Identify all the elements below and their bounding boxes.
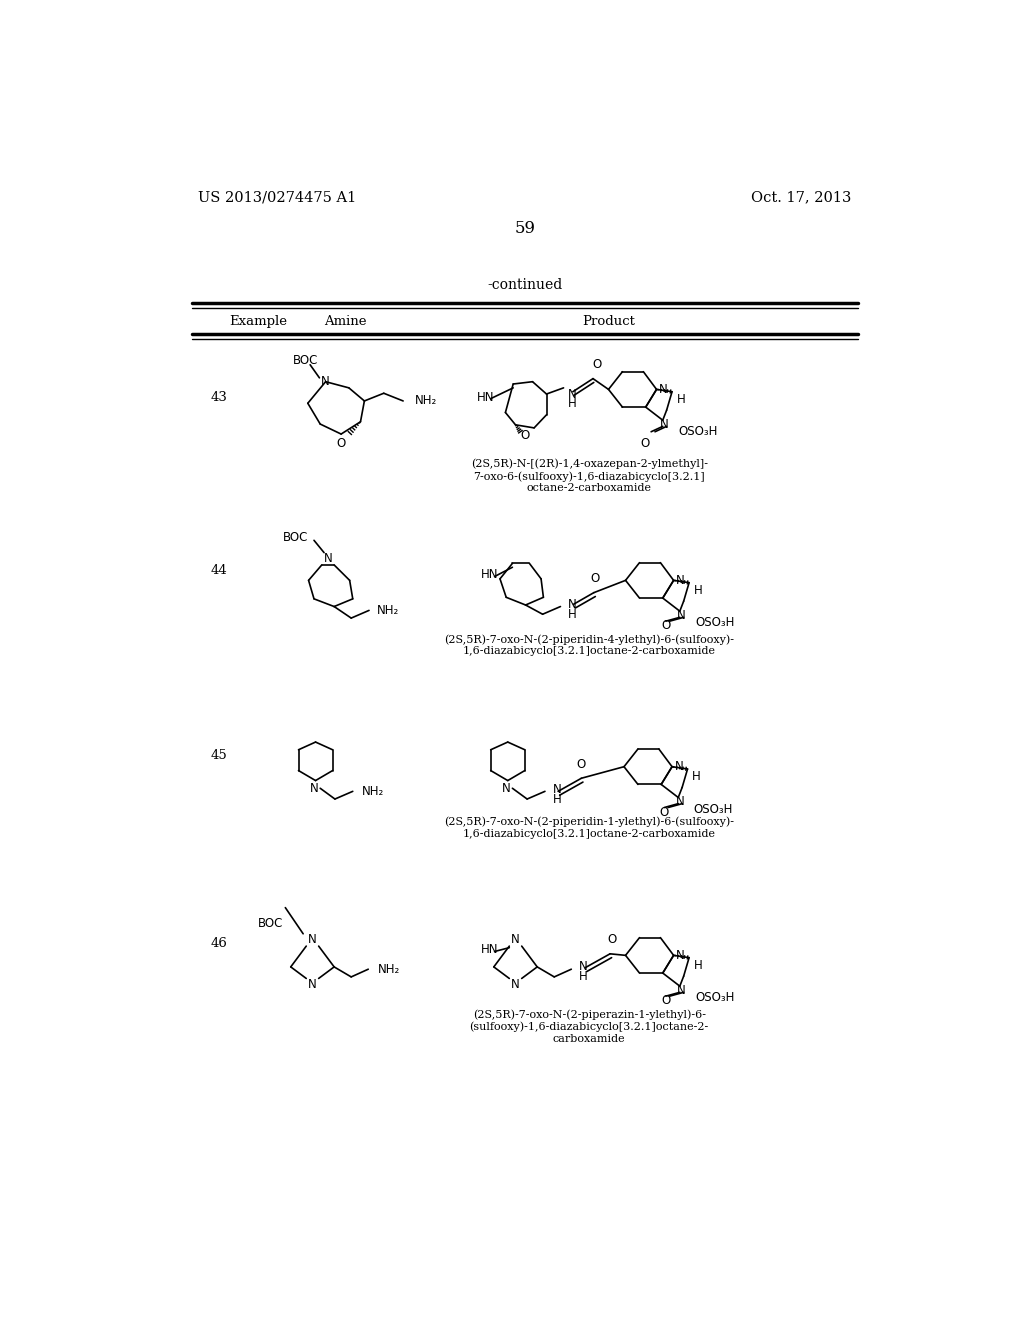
Text: H: H [567, 397, 577, 409]
Text: NH₂: NH₂ [415, 395, 437, 408]
Text: N: N [502, 781, 511, 795]
Text: N: N [675, 760, 683, 774]
Text: (2S,5R)-7-oxo-N-(2-piperidin-1-ylethyl)-6-(sulfooxy)-
1,6-diazabicyclo[3.2.1]oct: (2S,5R)-7-oxo-N-(2-piperidin-1-ylethyl)-… [444, 817, 734, 840]
Text: N: N [659, 417, 669, 430]
Text: N: N [677, 609, 686, 622]
Text: Example: Example [228, 315, 287, 329]
Text: N: N [308, 933, 316, 946]
Text: N: N [511, 933, 520, 946]
Text: BOC: BOC [284, 531, 308, 544]
Text: O: O [662, 994, 671, 1007]
Text: N: N [322, 375, 330, 388]
Text: 59: 59 [514, 220, 536, 238]
Text: NH₂: NH₂ [378, 962, 399, 975]
Text: H: H [693, 583, 702, 597]
Text: O: O [607, 933, 616, 946]
Text: H: H [692, 770, 701, 783]
Text: N: N [676, 574, 685, 587]
Text: NH₂: NH₂ [377, 603, 399, 616]
Text: N: N [567, 388, 577, 400]
Text: N: N [511, 978, 520, 991]
Text: NH₂: NH₂ [362, 785, 384, 797]
Text: H: H [553, 792, 561, 805]
Text: Amine: Amine [324, 315, 367, 329]
Text: H: H [568, 607, 577, 620]
Text: 43: 43 [211, 391, 227, 404]
Text: 45: 45 [211, 748, 227, 762]
Text: O: O [662, 619, 671, 632]
Text: O: O [659, 805, 669, 818]
Text: Product: Product [582, 315, 635, 329]
Text: HN: HN [480, 944, 498, 957]
Text: (2S,5R)-7-oxo-N-(2-piperazin-1-ylethyl)-6-
(sulfooxy)-1,6-diazabicyclo[3.2.1]oct: (2S,5R)-7-oxo-N-(2-piperazin-1-ylethyl)-… [469, 1010, 709, 1044]
Text: OSO₃H: OSO₃H [693, 803, 733, 816]
Text: -continued: -continued [487, 277, 562, 292]
Text: HN: HN [477, 391, 495, 404]
Text: OSO₃H: OSO₃H [678, 425, 718, 438]
Text: N: N [324, 552, 333, 565]
Text: Oct. 17, 2013: Oct. 17, 2013 [752, 190, 852, 205]
Text: N: N [309, 781, 318, 795]
Text: O: O [337, 437, 346, 450]
Text: BOC: BOC [293, 354, 317, 367]
Text: N: N [579, 961, 588, 973]
Text: H: H [579, 970, 588, 982]
Text: (2S,5R)-7-oxo-N-(2-piperidin-4-ylethyl)-6-(sulfooxy)-
1,6-diazabicyclo[3.2.1]oct: (2S,5R)-7-oxo-N-(2-piperidin-4-ylethyl)-… [444, 635, 734, 656]
Text: OSO₃H: OSO₃H [695, 991, 734, 1005]
Text: BOC: BOC [258, 916, 283, 929]
Text: 44: 44 [211, 564, 227, 577]
Text: N: N [553, 783, 561, 796]
Text: O: O [577, 758, 586, 771]
Text: H: H [693, 958, 702, 972]
Text: HN: HN [480, 568, 498, 581]
Text: O: O [592, 358, 601, 371]
Text: O: O [520, 429, 529, 442]
Text: OSO₃H: OSO₃H [695, 616, 734, 630]
Text: US 2013/0274475 A1: US 2013/0274475 A1 [198, 190, 356, 205]
Text: N: N [677, 983, 686, 997]
Text: H: H [677, 393, 685, 407]
Text: N: N [676, 949, 685, 962]
Text: (2S,5R)-N-[(2R)-1,4-oxazepan-2-ylmethyl]-
7-oxo-6-(sulfooxy)-1,6-diazabicyclo[3.: (2S,5R)-N-[(2R)-1,4-oxazepan-2-ylmethyl]… [471, 459, 708, 494]
Text: N: N [676, 795, 684, 808]
Text: 46: 46 [211, 937, 227, 950]
Text: N: N [308, 978, 316, 991]
Text: N: N [658, 383, 668, 396]
Text: O: O [640, 437, 649, 450]
Text: N: N [568, 598, 577, 611]
Text: O: O [591, 573, 600, 585]
